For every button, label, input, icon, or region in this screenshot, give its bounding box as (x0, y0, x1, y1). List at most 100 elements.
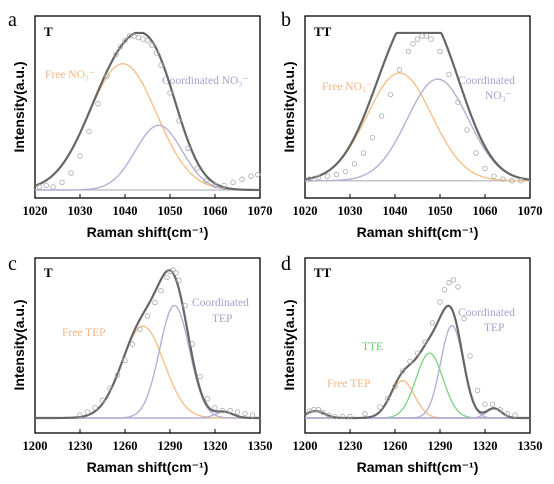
data-point-b-23 (491, 173, 497, 179)
x-tick-label-c-2: 1260 (113, 439, 138, 453)
data-point-b-5 (351, 161, 358, 167)
x-tick-label-a-0: 1020 (23, 204, 48, 218)
cumulative-fit-d (304, 304, 530, 420)
data-point-c-14 (170, 267, 176, 273)
plot-area-a (34, 31, 261, 192)
x-tick-label-d-5: 1350 (518, 439, 543, 453)
data-point-c-4 (107, 385, 113, 392)
x-tick-label-d-1: 1230 (338, 439, 363, 453)
data-point-d-4 (326, 412, 332, 418)
data-point-c-17 (182, 302, 188, 309)
x-tick-label-c-5: 1350 (248, 439, 273, 453)
sample-tag-d: TT (314, 265, 332, 280)
data-point-d-9 (377, 404, 383, 410)
annotation-b-coord: Coordinated (458, 75, 515, 87)
data-point-c-24 (234, 409, 241, 415)
plot-frame-a (34, 15, 261, 199)
data-point-d-24 (474, 387, 481, 394)
x-tick-label-d-3: 1290 (428, 439, 453, 453)
data-point-d-6 (339, 413, 346, 420)
data-point-a-18 (153, 50, 160, 56)
data-point-b-6 (360, 150, 367, 156)
x-tick-label-b-1: 1030 (338, 204, 363, 218)
cumulative-fit-a (34, 31, 260, 192)
data-point-b-21 (473, 150, 479, 156)
annotation-c-coord: Coordinated (192, 297, 249, 309)
data-point-d-15 (422, 339, 428, 345)
data-point-c-12 (164, 274, 170, 281)
fit-peak-a-2 (35, 124, 260, 191)
x-ticks-b: 1020 1030 1040 1050 1060 1070 (293, 194, 543, 218)
x-ticks-a: 1020 1030 1040 1050 1060 1070 (23, 194, 273, 218)
data-point-b-24 (500, 176, 506, 182)
data-point-b-1 (315, 174, 322, 181)
annotation-d-coord: Coordinated (458, 307, 515, 319)
data-point-a-25 (212, 182, 218, 189)
data-point-a-24 (203, 178, 209, 184)
data-point-d-7 (347, 413, 353, 420)
x-tick-label-a-5: 1070 (248, 204, 273, 218)
data-point-a-7 (95, 101, 101, 107)
data-point-d-21 (455, 284, 461, 290)
data-point-c-7 (129, 341, 136, 347)
data-point-b-22 (482, 165, 488, 172)
data-point-d-25 (482, 401, 488, 407)
panel-b: b TT Free NO₃⁻ Coordinated NO₃⁻ 1020 1030… (281, 9, 543, 240)
x-tick-label-a-3: 1050 (158, 204, 183, 218)
data-point-b-15 (423, 33, 430, 39)
x-ticks-c: 1200 1230 1260 1290 1320 1350 (23, 429, 273, 453)
data-point-d-16 (429, 320, 436, 326)
data-point-c-13 (167, 268, 173, 275)
data-point-b-12 (410, 41, 416, 47)
y-axis-title-c: Intensity(a.u.) (11, 299, 27, 390)
data-point-a-4 (68, 170, 74, 176)
panel-c: c T Free TEP Coordinated TEP 1200 1230 126… (8, 253, 273, 475)
data-point-a-9 (113, 51, 119, 58)
data-point-d-3 (320, 409, 326, 416)
data-point-b-2 (324, 173, 331, 179)
data-point-b-9 (387, 91, 394, 98)
data-point-d-28 (504, 411, 511, 417)
data-point-a-3 (59, 179, 65, 185)
data-point-a-16 (144, 37, 151, 44)
plot-area-b (304, 31, 531, 184)
data-point-d-29 (512, 412, 518, 418)
data-point-d-13 (407, 358, 413, 365)
data-point-b-26 (518, 178, 524, 184)
data-point-d-10 (384, 395, 391, 402)
panel-letter-c: c (8, 253, 17, 275)
data-point-c-0 (77, 412, 83, 418)
data-point-c-2 (92, 404, 98, 411)
annotation-b-coord-line2: NO₃⁻ (485, 90, 512, 102)
data-point-a-2 (50, 184, 56, 190)
data-point-c-23 (227, 407, 233, 414)
data-point-b-11 (405, 48, 412, 55)
data-point-d-8 (362, 411, 368, 417)
cumulative-fit-c (35, 269, 260, 420)
data-point-c-15 (173, 270, 179, 276)
data-point-a-0 (36, 184, 43, 190)
data-point-c-8 (137, 326, 143, 332)
x-tick-label-c-0: 1200 (23, 439, 48, 453)
y-axis-title-d: Intensity(a.u.) (281, 299, 297, 390)
x-axis-title-d: Raman shift(cm⁻¹) (357, 459, 479, 475)
data-point-d-11 (392, 383, 398, 389)
data-point-b-25 (509, 178, 515, 184)
data-point-a-27 (230, 179, 236, 185)
x-tick-label-d-0: 1200 (293, 439, 318, 453)
data-point-a-10 (117, 44, 124, 50)
data-point-c-20 (204, 396, 211, 402)
fit-peak-c-1 (35, 325, 260, 419)
annotation-c-coord-line2: TEP (212, 313, 232, 325)
x-tick-label-a-4: 1060 (203, 204, 228, 218)
x-tick-label-d-2: 1260 (383, 439, 408, 453)
data-point-d-27 (497, 407, 503, 413)
panel-letter-a: a (8, 9, 17, 31)
x-tick-label-a-1: 1030 (68, 204, 93, 218)
plot-frame-b (304, 15, 531, 199)
cumulative-fit-b (304, 31, 531, 181)
data-point-a-14 (135, 34, 142, 41)
data-point-b-19 (455, 99, 461, 105)
data-point-c-6 (122, 357, 128, 363)
